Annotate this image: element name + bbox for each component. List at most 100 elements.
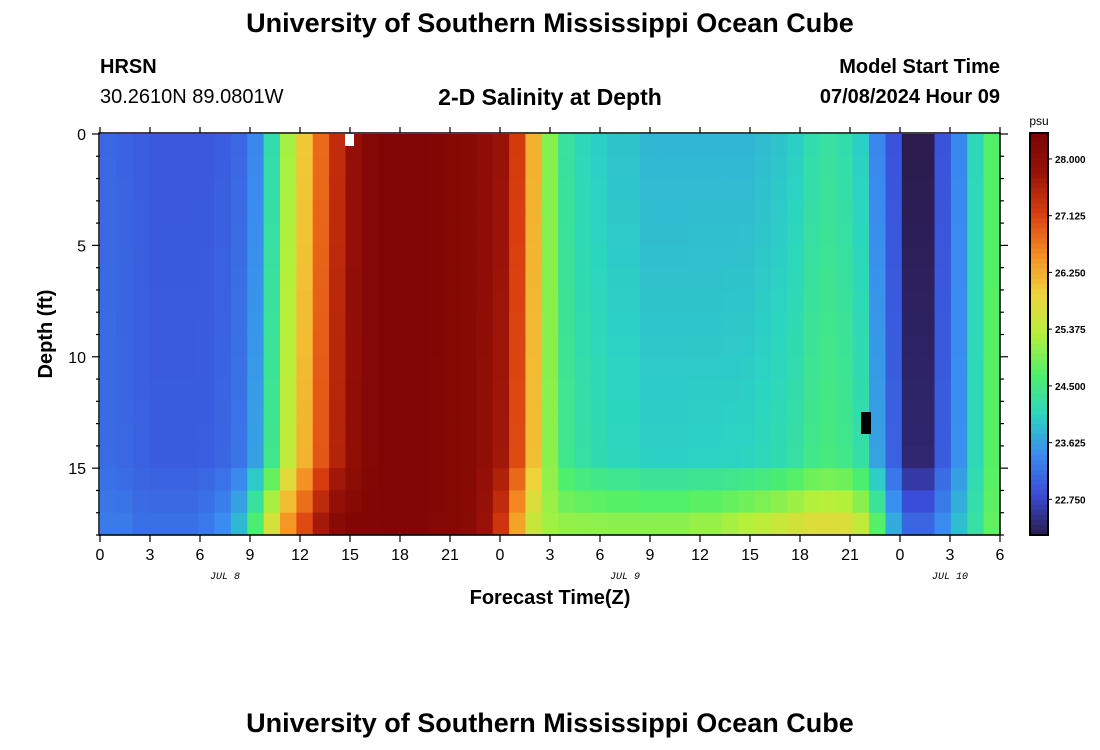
heatmap-cell [852,356,870,380]
heatmap-cell [247,401,265,425]
heatmap-cell [656,156,674,180]
heatmap-cell [410,401,428,425]
heatmap-cell [623,289,641,313]
heatmap-cell [885,267,903,291]
model-start-value: 07/08/2024 Hour 09 [819,86,1000,108]
heatmap-cell [378,334,396,358]
heatmap-cell [934,423,952,447]
heatmap-cell [770,445,788,469]
heatmap-cell [427,512,445,536]
heatmap-cell [378,267,396,291]
heatmap-cell [689,468,707,492]
heatmap-cell [672,490,690,514]
heatmap-cell [345,156,363,180]
heatmap-cell [803,312,821,336]
colorbar-segment [1030,334,1048,340]
colorbar-segment [1030,494,1048,501]
heatmap-cell [558,512,576,536]
heatmap-cell [950,245,968,269]
heatmap-cell [247,445,265,469]
heatmap-cell [329,356,347,380]
colorbar-segment [1030,524,1048,531]
heatmap-cell [705,401,723,425]
heatmap-cell [427,445,445,469]
heatmap-cell [950,334,968,358]
heatmap-cell [820,490,837,514]
heatmap-cell [296,267,314,291]
heatmap-cell [558,200,576,224]
heatmap-cell [754,178,772,202]
heatmap-cell [230,312,248,336]
heatmap-cell [640,445,657,469]
heatmap-cell [836,423,854,447]
heatmap-cell [361,223,379,246]
heatmap-cell [443,423,461,447]
heatmap-cell [901,512,919,536]
heatmap-cell [394,223,412,246]
heatmap-cell [361,423,379,447]
heatmap-cell [623,178,641,202]
heatmap-cell [263,289,281,313]
heatmap-cell [869,334,887,358]
heatmap-cell [574,134,592,157]
heatmap-cell [378,200,396,224]
y-tick-label: 5 [77,238,86,255]
heatmap-cell [721,223,739,246]
heatmap-cell [950,356,968,380]
heatmap-cell [918,312,936,336]
heatmap-cell [738,134,756,157]
heatmap-cell [590,401,608,425]
heatmap-cell [689,178,707,202]
heatmap-cell [476,200,494,224]
heatmap-cell [361,445,379,469]
heatmap-cell [623,445,641,469]
heatmap-cell [836,156,854,180]
heatmap-cell [247,334,265,358]
x-tick-label: 0 [496,547,505,564]
heatmap-cell [869,223,887,246]
heatmap-cell [607,245,625,269]
heatmap-cell [820,289,837,313]
heatmap-cell [901,289,919,313]
heatmap-cell [263,468,281,492]
heatmap-cell [689,245,707,269]
heatmap-cell [640,245,657,269]
heatmap-cell [787,245,805,269]
heatmap-cell [214,401,232,425]
heatmap-cell [132,134,150,157]
heatmap-cell [541,245,559,269]
heatmap-cell [967,445,985,469]
heatmap-cell [214,178,232,202]
heatmap-cell [296,134,314,157]
heatmap-cell [934,334,952,358]
heatmap-cell [803,289,821,313]
heatmap-cell [541,223,559,246]
heatmap-cell [787,356,805,380]
heatmap-cell [230,356,248,380]
heatmap-cell [345,468,363,492]
heatmap-cell [590,468,608,492]
heatmap-cell [901,200,919,224]
colorbar-segment [1030,459,1048,466]
colorbar-segment [1030,138,1048,144]
heatmap-cell [820,267,837,291]
heatmap-cell [574,200,592,224]
heatmap-cell [836,334,854,358]
colorbar-segment [1030,354,1048,360]
heatmap-cell [394,134,412,157]
heatmap-cell [656,134,674,157]
heatmap-cell [672,401,690,425]
heatmap-cell [263,312,281,336]
heatmap-cell [361,356,379,380]
heatmap-cell [198,423,216,447]
heatmap-cell [198,490,216,514]
heatmap-cell [198,134,216,157]
heatmap-cell [149,423,167,447]
heatmap-cell [967,267,985,291]
heatmap-cell [770,223,788,246]
heatmap-cell [787,445,805,469]
heatmap-cell [394,468,412,492]
heatmap-cell [852,490,870,514]
colorbar-segment [1030,344,1048,350]
